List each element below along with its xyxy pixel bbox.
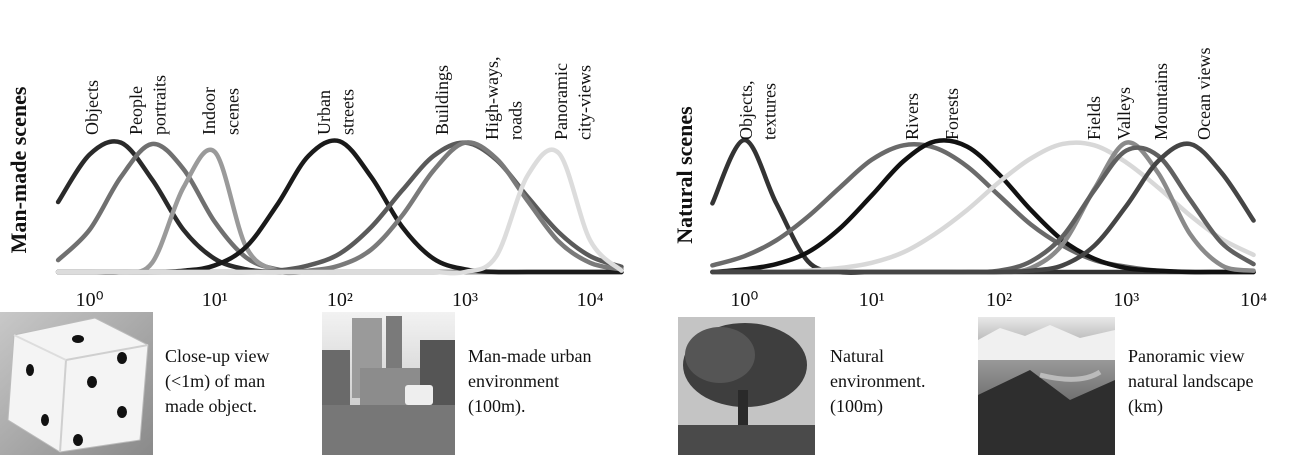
y-axis-label: Natural scenes	[672, 106, 697, 244]
x-tick-label: 10²	[327, 289, 353, 311]
curve-label: Mountains	[1151, 63, 1171, 140]
curve-label-line: city-views	[574, 65, 594, 140]
caption: Panoramic view	[1128, 346, 1244, 366]
x-tick-label: 10⁴	[577, 289, 604, 311]
x-tick-label: 10⁰	[730, 289, 758, 311]
x-tick-label: 10⁴	[1240, 289, 1267, 311]
curve	[712, 144, 1253, 272]
caption: (km)	[1128, 396, 1163, 417]
photo-dice	[0, 312, 153, 455]
curve-label-line: People	[126, 86, 146, 135]
curve-label-line: textures	[759, 83, 779, 140]
caption: (100m)	[830, 396, 883, 417]
curve-label-line: High-ways,	[482, 57, 502, 141]
photo-urban	[322, 312, 455, 455]
curve-label: Forests	[942, 88, 962, 140]
curve-label-line: scenes	[222, 88, 242, 135]
caption: (<1m) of man	[165, 371, 265, 392]
curve-label: Buildings	[432, 65, 452, 135]
curve-label: Ocean views	[1194, 48, 1214, 140]
curve-label-line: Objects,	[736, 81, 756, 140]
figure: Man-made scenes 10⁰ 10¹ 10² 10³ 10⁴ Objects Peo…	[0, 0, 1301, 455]
x-tick-label: 10⁰	[76, 289, 104, 311]
curve-label-line: Panoramic	[551, 63, 571, 140]
caption: natural landscape	[1128, 371, 1253, 391]
caption: Natural	[830, 346, 884, 366]
curve-label: Objects	[82, 80, 102, 135]
x-tick-label: 10²	[986, 289, 1012, 311]
curve-label-line: streets	[337, 89, 357, 135]
x-tick-label: 10¹	[859, 289, 885, 311]
curve-label: Valleys	[1114, 87, 1134, 140]
curve-label: Fields	[1084, 96, 1104, 140]
x-tick-label: 10³	[452, 289, 478, 311]
caption: Man-made urban	[468, 346, 591, 366]
caption: made object.	[165, 396, 257, 416]
photo-tree	[678, 317, 815, 455]
curve-label-line: roads	[505, 101, 525, 140]
x-tick-label: 10³	[1113, 289, 1139, 311]
curve	[712, 143, 1253, 273]
curve-label: Rivers	[902, 93, 922, 140]
curve-label-line: Urban	[314, 90, 334, 135]
curve-label: Objects,textures	[736, 81, 779, 140]
curve-label: High-ways,roads	[482, 57, 525, 141]
caption: environment	[468, 371, 559, 391]
caption: environment.	[830, 371, 925, 391]
curve	[712, 140, 1253, 272]
curve	[712, 142, 1253, 272]
y-axis-label: Man-made scenes	[6, 86, 31, 253]
caption: (100m).	[468, 396, 526, 417]
curve-label-line: portraits	[149, 75, 169, 135]
photo-landscape	[978, 317, 1115, 455]
caption: Close-up view	[165, 346, 269, 366]
curve	[712, 148, 1253, 273]
curve-label-line: Indoor	[199, 87, 219, 135]
x-tick-label: 10¹	[202, 289, 228, 311]
curve	[712, 144, 1253, 272]
